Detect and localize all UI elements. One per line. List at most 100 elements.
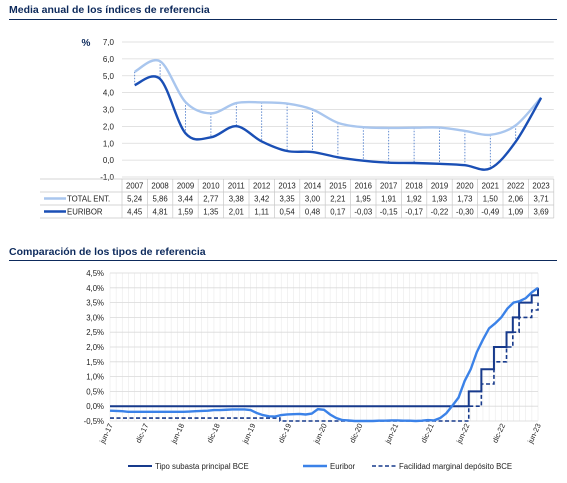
y-tick-label: 3,5% (86, 299, 104, 308)
y-tick-label: -0,5% (84, 417, 104, 426)
series-line-euribor (134, 75, 543, 171)
data-label-euribor: 0,17 (330, 208, 345, 217)
y-tick-label: 4,5% (86, 269, 104, 278)
data-label-total-ent: 2,06 (508, 195, 523, 204)
data-label-total-ent: 1,92 (407, 195, 422, 204)
y-tick-label: 1,0% (86, 373, 104, 382)
data-label-total-ent: 2,21 (330, 195, 345, 204)
y-tick-label: 2,0% (86, 343, 104, 352)
top-chart-title: Media anual de los índices de referencia (9, 4, 210, 16)
x-tick-label: dic-21 (419, 422, 436, 444)
x-tick-label: 2022 (507, 182, 524, 191)
x-tick-label: 2018 (405, 182, 422, 191)
x-tick-label: 2023 (532, 182, 549, 191)
x-tick-label: 2013 (278, 182, 295, 191)
data-label-total-ent: 5,86 (153, 195, 168, 204)
x-tick-label: dic-18 (205, 422, 222, 444)
y-tick-label: 1,0 (103, 139, 115, 148)
x-tick-label: dic-22 (490, 422, 507, 444)
data-label-total-ent: 3,71 (534, 195, 549, 204)
legend-label-facilidad-deposito: Facilidad marginal depósito BCE (399, 462, 512, 471)
y-tick-label: 4,0% (86, 284, 104, 293)
y-tick-label: 2,5% (86, 328, 104, 337)
x-tick-label: 2007 (126, 182, 143, 191)
data-label-total-ent: 2,77 (203, 195, 218, 204)
series-line-total-ent (134, 58, 542, 137)
x-tick-label: jun-22 (454, 422, 471, 446)
y-tick-label: 4,0 (103, 89, 115, 98)
data-label-total-ent: 5,24 (127, 195, 143, 204)
x-tick-label: 2011 (228, 182, 245, 191)
y-tick-label: 7,0 (103, 38, 115, 47)
data-label-euribor: 1,59 (178, 208, 193, 217)
data-label-euribor: 1,09 (508, 208, 523, 217)
data-label-euribor: 1,11 (254, 208, 269, 217)
y-axis-unit: % (82, 38, 91, 49)
data-label-total-ent: 1,50 (483, 195, 499, 204)
data-label-total-ent: 1,91 (381, 195, 396, 204)
data-label-euribor: 1,35 (203, 208, 219, 217)
bottom-title-rule (9, 260, 557, 261)
x-tick-label: 2010 (202, 182, 220, 191)
data-label-total-ent: 1,95 (356, 195, 372, 204)
x-tick-label: 2016 (355, 182, 372, 191)
data-label-euribor: 4,45 (127, 208, 143, 217)
data-label-euribor: 2,01 (229, 208, 244, 217)
data-label-euribor: -0,22 (431, 208, 449, 217)
legend-label-euribor: Euribor (330, 462, 356, 471)
y-tick-label: 2,0 (103, 122, 115, 131)
x-tick-label: 2020 (456, 182, 474, 191)
x-tick-label: jun-20 (311, 422, 328, 446)
data-label-euribor: 0,48 (305, 208, 320, 217)
data-label-euribor: 4,81 (153, 208, 168, 217)
data-label-total-ent: 3,42 (254, 195, 269, 204)
series-line-facilidad-deposito (110, 302, 539, 422)
y-tick-label: 5,0 (103, 72, 115, 81)
data-label-euribor: 0,54 (280, 208, 296, 217)
legend-label-tipo-subasta: Tipo subasta principal BCE (155, 462, 249, 471)
y-tick-label: 0,5% (86, 387, 104, 396)
x-tick-label: jun-18 (169, 422, 186, 446)
legend-label-euribor: EURIBOR (67, 208, 103, 217)
x-tick-label: 2012 (253, 182, 270, 191)
data-label-total-ent: 3,44 (178, 195, 194, 204)
data-label-euribor: -0,17 (405, 208, 423, 217)
data-label-total-ent: 1,93 (432, 195, 447, 204)
x-tick-label: 2019 (431, 182, 448, 191)
data-label-total-ent: 3,00 (305, 195, 321, 204)
data-label-euribor: 3,69 (534, 208, 549, 217)
legend-label-total-ent: TOTAL ENT. (67, 195, 110, 204)
x-tick-label: 2009 (177, 182, 194, 191)
x-tick-label: 2008 (151, 182, 168, 191)
x-tick-label: jun-23 (525, 422, 542, 446)
series-line-euribor (109, 286, 539, 423)
y-tick-label: 1,5% (86, 358, 104, 367)
data-label-total-ent: 1,73 (457, 195, 472, 204)
y-tick-label: -1,0 (100, 173, 114, 182)
y-tick-label: 0,0% (86, 402, 104, 411)
data-label-euribor: -0,49 (481, 208, 499, 217)
x-tick-label: dic-17 (134, 422, 151, 444)
x-tick-label: jun-21 (383, 422, 400, 446)
x-tick-label: 2014 (304, 182, 322, 191)
bottom-chart-title: Comparación de los tipos de referencia (9, 246, 206, 258)
y-tick-label: 0,0 (103, 156, 115, 165)
top-title-rule (9, 19, 557, 20)
series-line-tipo-subasta (110, 287, 539, 408)
data-label-euribor: -0,03 (354, 208, 372, 217)
data-label-euribor: -0,15 (380, 208, 398, 217)
x-tick-label: dic-19 (276, 422, 293, 444)
x-tick-label: 2021 (482, 182, 499, 191)
data-label-total-ent: 3,38 (229, 195, 244, 204)
x-tick-label: dic-20 (348, 422, 365, 444)
x-tick-label: 2017 (380, 182, 397, 191)
x-tick-label: 2015 (329, 182, 347, 191)
x-tick-label: jun-19 (240, 422, 257, 446)
data-label-total-ent: 3,35 (280, 195, 296, 204)
y-tick-label: 3,0 (103, 106, 115, 115)
y-tick-label: 3,0% (86, 313, 104, 322)
data-label-euribor: -0,30 (456, 208, 474, 217)
y-tick-label: 6,0 (103, 55, 115, 64)
